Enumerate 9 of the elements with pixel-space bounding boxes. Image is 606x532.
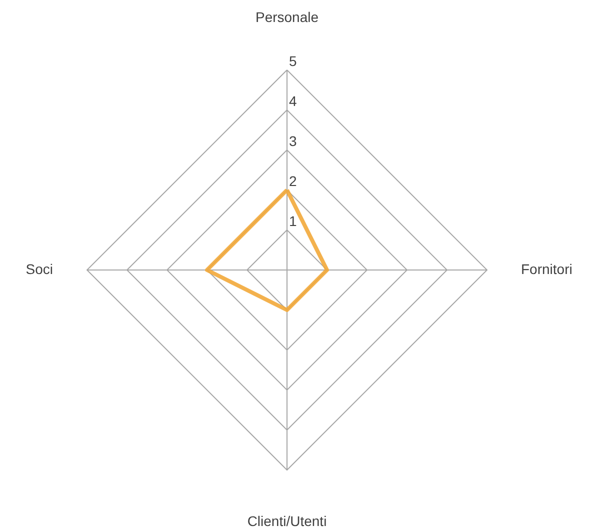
y-tick-label: 1 (289, 213, 297, 229)
y-tick-label: 3 (289, 133, 297, 149)
spoke-label: Fornitori (521, 261, 572, 277)
spoke-label: Soci (26, 261, 53, 277)
spoke-label: Personale (255, 9, 319, 25)
spoke-label: Clienti/Utenti (247, 513, 327, 529)
y-tick-label: 5 (289, 53, 297, 69)
y-tick-label: 2 (289, 173, 297, 189)
y-tick-label: 4 (289, 93, 297, 109)
